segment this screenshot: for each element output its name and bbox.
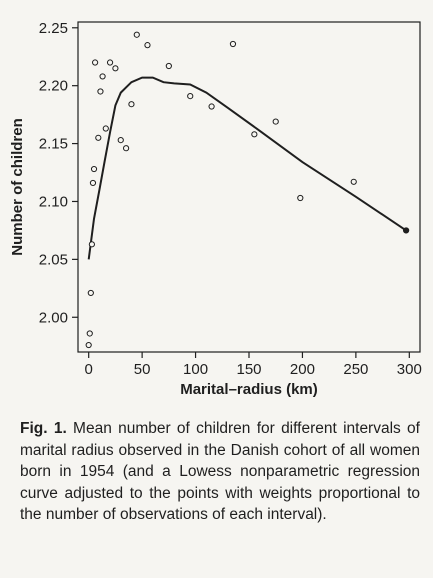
data-point [297, 194, 304, 202]
x-tick-label: 200 [290, 361, 315, 378]
data-point [106, 59, 114, 66]
data-point [229, 40, 237, 48]
data-point [85, 341, 92, 349]
data-point [187, 93, 194, 100]
y-tick-label: 2.00 [39, 309, 68, 326]
data-point [208, 103, 215, 110]
curve-end-point [403, 227, 410, 234]
data-point [88, 241, 95, 248]
data-point [89, 179, 97, 187]
data-point [87, 289, 94, 297]
data-point [99, 73, 106, 80]
y-tick-label: 2.15 [39, 136, 68, 153]
chart: 0 50 100 150 200 250 300 2.00 2.05 2.10 2.15 2.20 2.… [9, 20, 422, 398]
lowess-curve [87, 76, 407, 260]
x-tick-label: 50 [134, 361, 151, 378]
data-point [95, 134, 102, 141]
data-point [144, 42, 151, 49]
data-point [251, 131, 258, 138]
x-tick-label: 150 [236, 361, 261, 378]
data-point [92, 59, 99, 66]
plot-frame [77, 21, 421, 353]
data-point [272, 118, 279, 125]
y-tick-label: 2.05 [39, 251, 68, 268]
data-point [90, 165, 98, 173]
y-tick-label: 2.20 [39, 78, 68, 95]
data-point [112, 65, 119, 72]
figure-label: Fig. 1. [20, 420, 67, 437]
figure-caption: Fig. 1. Mean number of children for diff… [20, 418, 420, 526]
data-point [122, 145, 130, 152]
data-point [86, 330, 93, 337]
data-point [117, 137, 124, 144]
data-point [128, 101, 135, 108]
y-tick-label: 2.10 [39, 193, 68, 210]
x-tick-label: 250 [343, 361, 368, 378]
data-point [102, 125, 109, 132]
x-tick-label: 0 [85, 361, 93, 378]
y-axis-title: Number of children [9, 118, 26, 256]
x-axis-title: Marital–radius (km) [180, 381, 318, 398]
y-tick-label: 2.25 [39, 20, 68, 37]
caption-text: Mean number of children for different in… [20, 420, 420, 523]
data-point [165, 62, 172, 70]
x-tick-label: 100 [183, 361, 208, 378]
data-point [350, 178, 357, 185]
data-point [97, 88, 104, 95]
x-tick-label: 300 [397, 361, 422, 378]
data-point [133, 31, 140, 38]
